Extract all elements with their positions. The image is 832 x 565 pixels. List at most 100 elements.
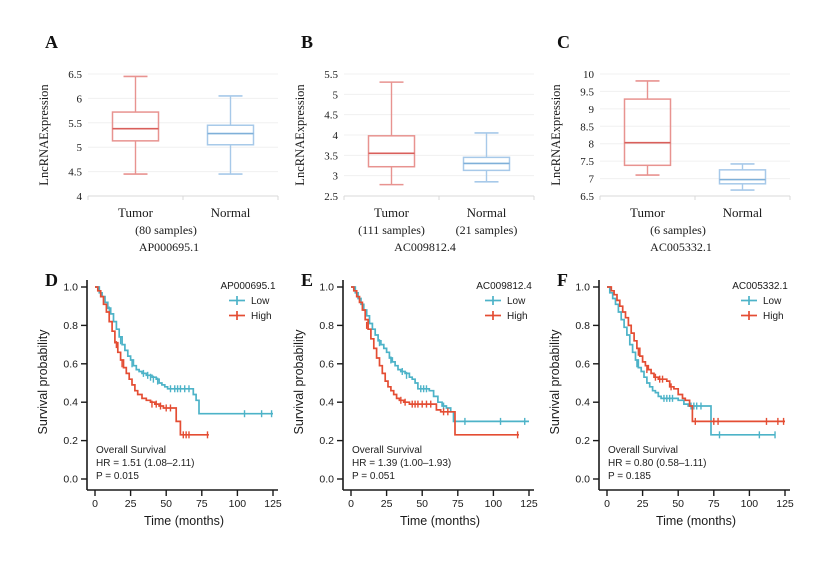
box-normal bbox=[718, 169, 767, 185]
samples-label: (80 samples) bbox=[135, 223, 197, 237]
x-tick-label: 25 bbox=[125, 498, 137, 510]
legend-entry-label: Low bbox=[507, 296, 526, 307]
panel-a-boxplot-chart: 4 4.5 5 5.5 6 6.5 LncRNAExpression Tumor Normal (… bbox=[37, 69, 279, 254]
panel-a-label: A bbox=[45, 32, 58, 52]
y-axis-title: Survival probability bbox=[292, 329, 306, 435]
x-axis-title: Time (months) bbox=[144, 514, 224, 528]
panel-a: A 4 4.5 5 5.5 6 6.5 LncRNAExpression Tumor Norma… bbox=[32, 20, 288, 266]
legend-entry-label: High bbox=[763, 311, 784, 322]
box-tumor bbox=[623, 98, 672, 167]
annotation-line: P = 0.051 bbox=[352, 471, 395, 482]
annotation-line: HR = 0.80 (0.58–1.11) bbox=[608, 458, 707, 469]
annotation-line: Overall Survival bbox=[352, 445, 422, 456]
box-normal bbox=[206, 124, 255, 146]
x-tick-label: 25 bbox=[381, 498, 393, 510]
y-axis-title: LncRNAExpression bbox=[293, 84, 307, 186]
x-tick-label: 75 bbox=[452, 498, 464, 510]
x-tick-label: 25 bbox=[637, 498, 649, 510]
panel-c: C 6.5 7 7.5 8 8.5 9 9.5 10 LncRNAExpression Tumor… bbox=[544, 20, 800, 266]
y-tick-label: 1.0 bbox=[319, 282, 334, 294]
x-tick-label: 75 bbox=[196, 498, 208, 510]
category-label: Tumor bbox=[118, 205, 154, 220]
x-tick-label: 0 bbox=[604, 498, 610, 510]
y-tick-label: 0.2 bbox=[63, 435, 78, 447]
legend-title: AP000695.1 bbox=[220, 281, 275, 292]
y-tick-label: 0.8 bbox=[319, 320, 334, 332]
y-tick-label: 3 bbox=[333, 171, 339, 183]
y-tick-label: 0.0 bbox=[319, 474, 334, 486]
x-tick-label: 0 bbox=[92, 498, 98, 510]
y-tick-label: 8.5 bbox=[580, 121, 594, 133]
annotation-line: HR = 1.51 (1.08–2.11) bbox=[96, 458, 195, 469]
panel-d-km-chart: 0.0 0.2 0.4 0.6 0.8 1.0 0 25 50 75 100 125 Time (mon… bbox=[36, 280, 282, 528]
x-tick-label: 50 bbox=[672, 498, 684, 510]
annotation-line: P = 0.015 bbox=[96, 471, 139, 482]
survival-curve-low bbox=[607, 286, 775, 436]
y-tick-label: 0.4 bbox=[575, 397, 590, 409]
legend-entry-label: Low bbox=[763, 296, 782, 307]
panel-b: B 2.5 3 3.5 4 4.5 5 5.5 LncRNAExpression Tumor (1… bbox=[288, 20, 544, 266]
panel-f-label: F bbox=[557, 270, 568, 290]
y-tick-label: 4 bbox=[333, 130, 339, 142]
legend-entry-label: High bbox=[507, 311, 528, 322]
y-tick-label: 5 bbox=[77, 142, 83, 154]
x-tick-label: 125 bbox=[264, 498, 282, 510]
y-tick-label: 0.8 bbox=[575, 320, 590, 332]
y-tick-label: 4 bbox=[77, 191, 83, 203]
panel-d-label: D bbox=[45, 270, 58, 290]
panel-b-label: B bbox=[301, 32, 314, 52]
legend-entry-label: Low bbox=[251, 296, 270, 307]
y-tick-label: 2.5 bbox=[324, 191, 338, 203]
y-axis-title: LncRNAExpression bbox=[549, 84, 563, 186]
y-tick-label: 9 bbox=[589, 104, 595, 116]
gene-title: AP000695.1 bbox=[139, 240, 199, 254]
y-tick-label: 0.4 bbox=[63, 397, 78, 409]
panel-f-km-chart: 0.0 0.2 0.4 0.6 0.8 1.0 0 25 50 75 100 125 Time (mon… bbox=[548, 280, 794, 528]
gene-title: AC009812.4 bbox=[394, 240, 456, 254]
x-tick-label: 50 bbox=[416, 498, 428, 510]
box-tumor bbox=[367, 135, 416, 168]
survival-curve-high bbox=[607, 286, 785, 423]
x-axis-title: Time (months) bbox=[656, 514, 736, 528]
panel-f: F 0.0 0.2 0.4 0.6 0.8 1.0 0 25 50 75 100 125 Time (m… bbox=[544, 264, 800, 564]
y-tick-label: 6.5 bbox=[580, 191, 594, 203]
legend-title: AC005332.1 bbox=[732, 281, 788, 292]
annotation-line: Overall Survival bbox=[608, 445, 678, 456]
y-tick-label: 6.5 bbox=[68, 69, 82, 81]
x-tick-label: 100 bbox=[741, 498, 759, 510]
y-tick-label: 5.5 bbox=[324, 69, 338, 81]
y-tick-label: 7.5 bbox=[580, 156, 594, 168]
panel-e: E 0.0 0.2 0.4 0.6 0.8 1.0 0 25 50 75 100 125 Time (m… bbox=[288, 264, 544, 564]
survival-curve-high bbox=[95, 286, 209, 436]
samples-label: (6 samples) bbox=[650, 223, 706, 237]
y-tick-label: 0.2 bbox=[319, 435, 334, 447]
x-tick-label: 0 bbox=[348, 498, 354, 510]
survival-curve-low bbox=[95, 286, 273, 415]
y-axis-title: Survival probability bbox=[36, 329, 50, 435]
y-tick-label: 5 bbox=[333, 89, 339, 101]
y-tick-label: 4.5 bbox=[68, 167, 82, 179]
x-axis-title: Time (months) bbox=[400, 514, 480, 528]
panel-c-label: C bbox=[557, 32, 570, 52]
gene-title: AC005332.1 bbox=[650, 240, 712, 254]
samples-label: (21 samples) bbox=[456, 223, 518, 237]
x-tick-label: 100 bbox=[229, 498, 247, 510]
y-tick-label: 4.5 bbox=[324, 110, 338, 122]
samples-label: (111 samples) bbox=[358, 223, 425, 237]
annotation-line: P = 0.185 bbox=[608, 471, 651, 482]
annotation-line: HR = 1.39 (1.00–1.93) bbox=[352, 458, 451, 469]
x-tick-label: 125 bbox=[520, 498, 538, 510]
panel-c-boxplot-chart: 6.5 7 7.5 8 8.5 9 9.5 10 LncRNAExpression Tumor No… bbox=[549, 69, 791, 254]
category-label: Tumor bbox=[630, 205, 666, 220]
survival-curve-low bbox=[351, 286, 529, 423]
panel-e-km-chart: 0.0 0.2 0.4 0.6 0.8 1.0 0 25 50 75 100 125 Time (mon… bbox=[292, 280, 538, 528]
y-tick-label: 1.0 bbox=[575, 282, 590, 294]
y-tick-label: 0.6 bbox=[63, 358, 78, 370]
x-tick-label: 50 bbox=[160, 498, 172, 510]
category-label: Tumor bbox=[374, 205, 410, 220]
x-tick-label: 100 bbox=[485, 498, 503, 510]
y-tick-label: 5.5 bbox=[68, 118, 82, 130]
annotation-line: Overall Survival bbox=[96, 445, 166, 456]
y-axis-title: LncRNAExpression bbox=[37, 84, 51, 186]
y-tick-label: 0.0 bbox=[63, 474, 78, 486]
